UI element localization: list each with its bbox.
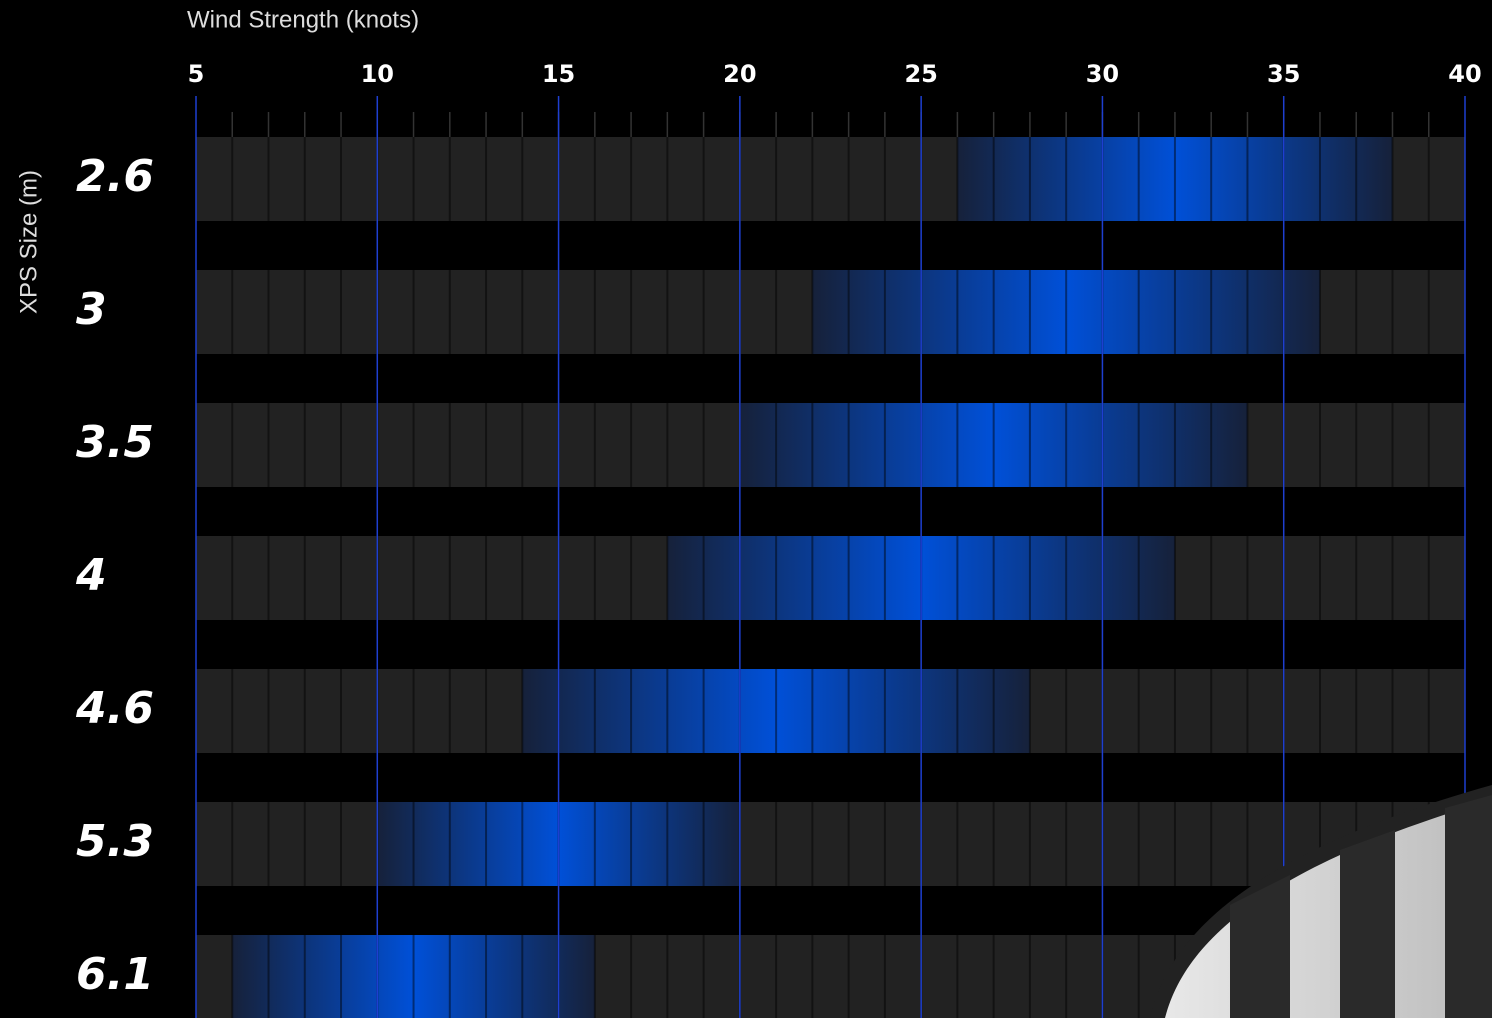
- x-tick-label: 30: [1086, 60, 1119, 88]
- row-label: 3: [76, 284, 107, 335]
- range-bar: [739, 403, 1248, 487]
- x-tick-label: 35: [1267, 60, 1300, 88]
- plot: 2.6 3 3.5 4 4.6 5.3 6.1 5 10 15 20 25 30 35 40: [75, 60, 1482, 1018]
- x-tick-label: 5: [188, 60, 205, 88]
- x-tick-label: 10: [361, 60, 394, 88]
- range-bar: [957, 137, 1393, 221]
- row-label: 2.6: [76, 151, 154, 202]
- range-bar: [522, 669, 1030, 753]
- x-tick-label: 15: [542, 60, 575, 88]
- y-axis-title: XPS Size (m): [15, 170, 42, 314]
- x-tick-label: 25: [904, 60, 937, 88]
- range-bar: [812, 270, 1320, 354]
- x-axis-title: Wind Strength (knots): [187, 6, 419, 33]
- row-label: 4: [75, 550, 107, 601]
- row-label: 6.1: [76, 949, 154, 1000]
- x-tick-label: 40: [1448, 60, 1481, 88]
- kite-illustration: [1150, 785, 1492, 1018]
- row-label: 3.5: [76, 417, 154, 468]
- row-label: 5.3: [76, 816, 154, 867]
- x-tick-label: 20: [723, 60, 756, 88]
- range-bar: [232, 935, 595, 1018]
- row-label: 4.6: [75, 683, 154, 734]
